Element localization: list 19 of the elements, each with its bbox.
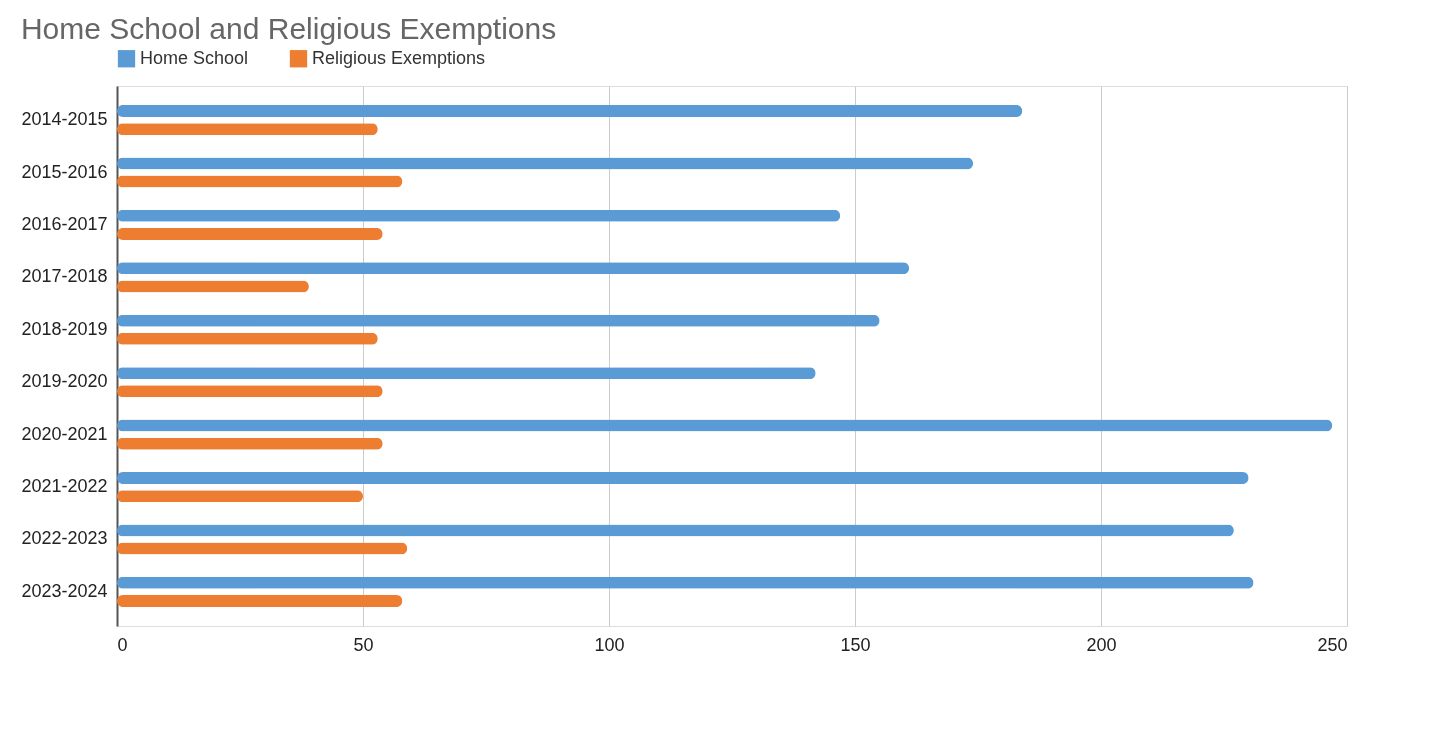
x-tick-label: 250 [1317,634,1348,655]
x-tick-label: 100 [594,634,625,655]
legend-label: Religious Exemptions [312,47,486,68]
x-tick-label: 0 [117,634,128,655]
x-tick-label: 50 [353,634,374,655]
x-tick-label: 200 [1086,634,1117,655]
y-tick-label: 2021-2022 [21,476,108,497]
y-tick-label: 2020-2021 [21,423,108,444]
chart-title: Home School and Religious Exemptions [20,12,557,45]
y-tick-label: 2023-2024 [21,580,108,601]
y-tick-label: 2014-2015 [21,109,108,130]
y-tick-label: 2016-2017 [21,213,108,234]
y-tick-label: 2018-2019 [21,318,108,339]
legend-label: Home School [140,47,249,68]
y-tick-label: 2019-2020 [21,371,108,392]
y-tick-label: 2022-2023 [21,528,108,549]
x-tick-label: 150 [840,634,871,655]
y-tick-label: 2017-2018 [21,266,108,287]
y-tick-label: 2015-2016 [21,161,108,182]
